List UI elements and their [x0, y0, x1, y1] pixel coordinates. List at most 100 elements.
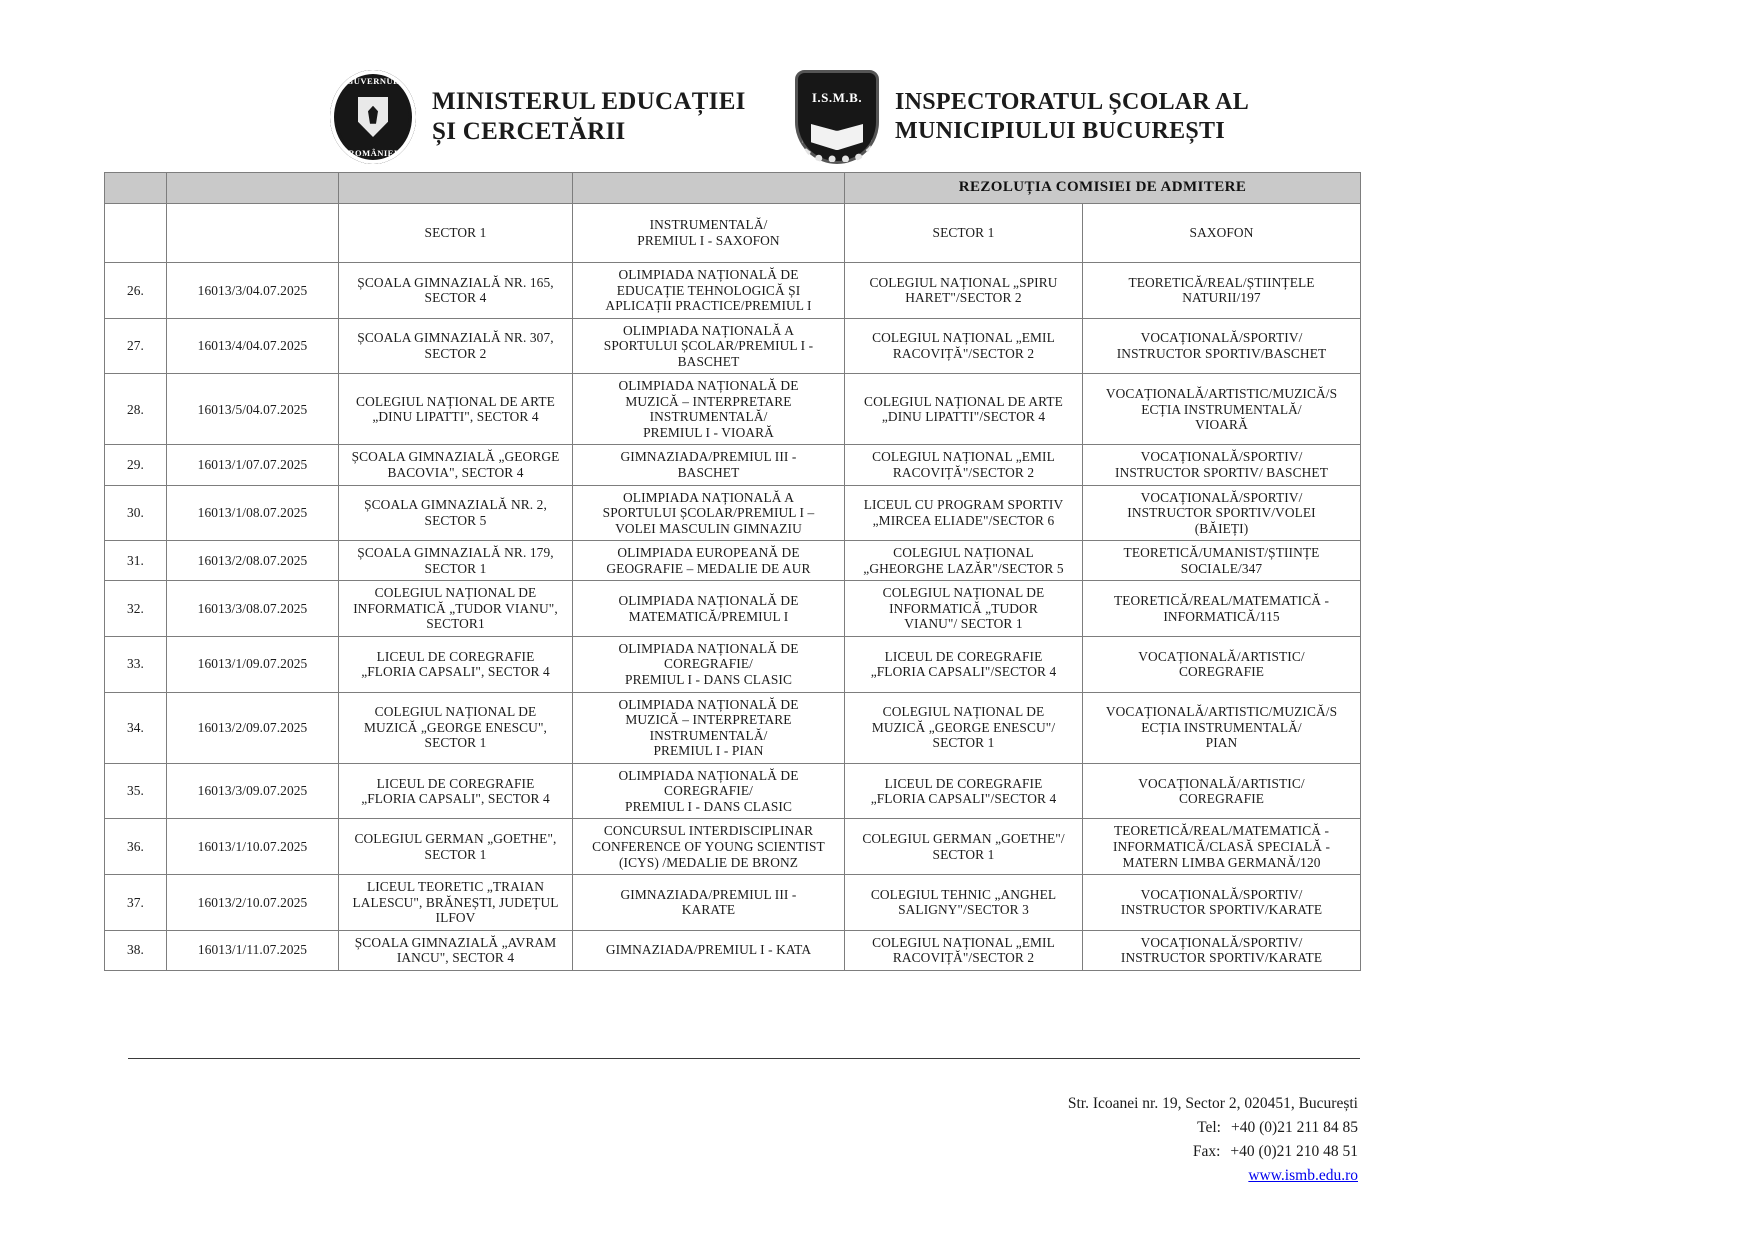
cell-olympiad: GIMNAZIADA/PREMIUL I - KATA	[572, 929, 845, 971]
cell-nr: 38.	[104, 929, 167, 971]
cell-admitted-school: COLEGIUL NAȚIONAL „EMIL RACOVIȚĂ"/SECTOR …	[844, 317, 1083, 375]
group-header-blank-3	[338, 172, 573, 204]
cell-admitted-school: COLEGIUL NAȚIONAL „EMIL RACOVIȚĂ"/SECTOR …	[844, 444, 1083, 486]
cell-olympiad: OLIMPIADA NAȚIONALĂ DE MUZICĂ – INTERPRET…	[572, 691, 845, 764]
cell-profile: VOCAȚIONALĂ/ARTISTIC/MUZICĂ/S ECȚIA INSTR…	[1081, 373, 1362, 446]
table-row: 33. 16013/1/09.07.2025 LICEUL DE COREGRAFI…	[104, 635, 1362, 693]
cell-profile: SAXOFON	[1081, 203, 1362, 263]
cell-admitted-school: COLEGIUL NAȚIONAL „SPIRU HARET"/SECTOR 2	[844, 262, 1083, 319]
cell-admitted-school: COLEGIUL NAȚIONAL DE MUZICĂ „GEORGE ENESC…	[844, 691, 1083, 764]
admission-results-table: REZOLUȚIA COMISIEI DE ADMITERE SECTOR 1 …	[104, 172, 1362, 971]
footer-website-link[interactable]: www.ismb.edu.ro	[1248, 1167, 1358, 1185]
footer-address: Str. Icoanei nr. 19, Sector 2, 020451, B…	[1067, 1095, 1358, 1112]
cell-registration-number: 16013/5/04.07.2025	[166, 373, 339, 446]
cell-profile: TEORETICĂ/UMANIST/ȘTIINȚE SOCIALE/347	[1081, 540, 1362, 582]
seal-ring-bottom-text: ROMÂNIEI	[348, 148, 398, 158]
footer-tel-value: +40 (0)21 211 84 85	[1231, 1119, 1358, 1137]
inspectorate-title-line2: MUNICIPIULUI BUCUREȘTI	[895, 118, 1225, 144]
cell-school: LICEUL DE COREGRAFIE „FLORIA CAPSALI", SE…	[338, 762, 573, 820]
cell-admitted-school: LICEUL CU PROGRAM SPORTIV „MIRCEA ELIADE"…	[844, 484, 1083, 542]
cell-olympiad: OLIMPIADA NAȚIONALĂ A SPORTULUI ȘCOLAR/PR…	[572, 484, 845, 542]
cell-olympiad: OLIMPIADA NAȚIONALĂ DE COREGRAFIE/PREMIUL…	[572, 635, 845, 693]
cell-school: ȘCOALA GIMNAZIALĂ NR. 179, SECTOR 1	[338, 540, 573, 582]
cell-admitted-school: SECTOR 1	[844, 203, 1083, 263]
cell-school: ȘCOALA GIMNAZIALĂ NR. 165, SECTOR 4	[338, 262, 573, 319]
cell-nr: 33.	[104, 635, 167, 693]
cell-registration-number: 16013/1/10.07.2025	[166, 818, 339, 876]
ministry-title-line2: ȘI CERCETĂRII	[432, 118, 626, 145]
cell-nr	[104, 203, 167, 263]
cell-registration-number: 16013/2/08.07.2025	[166, 540, 339, 582]
ismb-shield-seal-icon: I.S.M.B.	[795, 70, 879, 164]
cell-admitted-school: COLEGIUL NAȚIONAL DE ARTE „DINU LIPATTI"/…	[844, 373, 1083, 446]
cell-nr: 28.	[104, 373, 167, 446]
table-continuation-row: SECTOR 1 INSTRUMENTALĂ/PREMIUL I - SAXOF…	[104, 203, 1362, 263]
table-row: 27. 16013/4/04.07.2025 ȘCOALA GIMNAZIALĂ N…	[104, 317, 1362, 375]
footer-divider	[128, 1058, 1360, 1059]
cell-profile: VOCAȚIONALĂ/ARTISTIC/COREGRAFIE	[1081, 762, 1362, 820]
ismb-seal-text: I.S.M.B.	[811, 90, 863, 105]
cell-profile: TEORETICĂ/REAL/MATEMATICĂ - INFORMATICĂ/1…	[1081, 580, 1362, 637]
romanian-government-seal-icon: GUVERNUL ROMÂNIEI	[330, 70, 416, 164]
table-row: 36. 16013/1/10.07.2025 COLEGIUL GERMAN „GO…	[104, 818, 1362, 876]
cell-admitted-school: COLEGIUL NAȚIONAL „GHEORGHE LAZĂR"/SECTOR…	[844, 540, 1083, 582]
cell-profile: VOCAȚIONALĂ/SPORTIV/INSTRUCTOR SPORTIV/K…	[1081, 874, 1362, 931]
cell-school: LICEUL TEORETIC „TRAIAN LALESCU", BRĂNEȘT…	[338, 874, 573, 931]
cell-nr: 26.	[104, 262, 167, 319]
table-group-header-row: REZOLUȚIA COMISIEI DE ADMITERE	[104, 172, 1362, 204]
cell-olympiad: OLIMPIADA NAȚIONALĂ A SPORTULUI ȘCOLAR/PR…	[572, 317, 845, 375]
document-header: GUVERNUL ROMÂNIEI MINISTERUL EDUCAȚIEI Ș…	[0, 58, 1754, 168]
table-row: 35. 16013/3/09.07.2025 LICEUL DE COREGRAFI…	[104, 762, 1362, 820]
cell-registration-number: 16013/3/09.07.2025	[166, 762, 339, 820]
table-row: 31. 16013/2/08.07.2025 ȘCOALA GIMNAZIALĂ N…	[104, 540, 1362, 582]
cell-registration-number: 16013/2/09.07.2025	[166, 691, 339, 764]
table-row: 30. 16013/1/08.07.2025 ȘCOALA GIMNAZIALĂ N…	[104, 484, 1362, 542]
cell-profile: VOCAȚIONALĂ/SPORTIV/INSTRUCTOR SPORTIV/V…	[1081, 484, 1362, 542]
cell-nr: 34.	[104, 691, 167, 764]
cell-school: ȘCOALA GIMNAZIALĂ NR. 2, SECTOR 5	[338, 484, 573, 542]
cell-profile: TEORETICĂ/REAL/ȘTIINȚELE NATURII/197	[1081, 262, 1362, 319]
cell-registration-number: 16013/1/08.07.2025	[166, 484, 339, 542]
ministry-title: MINISTERUL EDUCAȚIEI ȘI CERCETĂRII	[432, 87, 746, 148]
cell-olympiad: OLIMPIADA EUROPEANĂ DE GEOGRAFIE – MEDALI…	[572, 540, 845, 582]
cell-olympiad: INSTRUMENTALĂ/PREMIUL I - SAXOFON	[572, 203, 845, 263]
cell-registration-number: 16013/3/04.07.2025	[166, 262, 339, 319]
cell-registration-number: 16013/1/09.07.2025	[166, 635, 339, 693]
table-row: 26. 16013/3/04.07.2025 ȘCOALA GIMNAZIALĂ N…	[104, 262, 1362, 319]
cell-profile: VOCAȚIONALĂ/SPORTIV/INSTRUCTOR SPORTIV/ …	[1081, 444, 1362, 486]
footer-fax-value: +40 (0)21 210 48 51	[1230, 1143, 1358, 1161]
cell-olympiad: GIMNAZIADA/PREMIUL III - KARATE	[572, 874, 845, 931]
cell-registration-number: 16013/1/11.07.2025	[166, 929, 339, 971]
cell-school: ȘCOALA GIMNAZIALĂ NR. 307, SECTOR 2	[338, 317, 573, 375]
cell-olympiad: GIMNAZIADA/PREMIUL III - BASCHET	[572, 444, 845, 486]
cell-school: COLEGIUL NAȚIONAL DE MUZICĂ „GEORGE ENESC…	[338, 691, 573, 764]
cell-registration-number: 16013/4/04.07.2025	[166, 317, 339, 375]
cell-profile: VOCAȚIONALĂ/SPORTIV/INSTRUCTOR SPORTIV/K…	[1081, 929, 1362, 971]
cell-school: COLEGIUL NAȚIONAL DE INFORMATICĂ „TUDOR V…	[338, 580, 573, 637]
group-header-blank-1	[104, 172, 167, 204]
cell-registration-number: 16013/1/07.07.2025	[166, 444, 339, 486]
cell-school: LICEUL DE COREGRAFIE „FLORIA CAPSALI", SE…	[338, 635, 573, 693]
cell-nr: 30.	[104, 484, 167, 542]
cell-school: COLEGIUL GERMAN „GOETHE", SECTOR 1	[338, 818, 573, 876]
cell-olympiad: OLIMPIADA NAȚIONALĂ DE COREGRAFIE/PREMIUL…	[572, 762, 845, 820]
table-row: 29. 16013/1/07.07.2025 ȘCOALA GIMNAZIALĂ „…	[104, 444, 1362, 486]
cell-olympiad: CONCURSUL INTERDISCIPLINAR CONFERENCE OF …	[572, 818, 845, 876]
group-header-blank-4	[572, 172, 845, 204]
cell-admitted-school: COLEGIUL GERMAN „GOETHE"/SECTOR 1	[844, 818, 1083, 876]
cell-school: COLEGIUL NAȚIONAL DE ARTE „DINU LIPATTI",…	[338, 373, 573, 446]
cell-admitted-school: LICEUL DE COREGRAFIE „FLORIA CAPSALI"/SEC…	[844, 635, 1083, 693]
table-row: 37. 16013/2/10.07.2025 LICEUL TEORETIC „TR…	[104, 874, 1362, 931]
cell-admitted-school: COLEGIUL NAȚIONAL DE INFORMATICĂ „TUDOR VI…	[844, 580, 1083, 637]
cell-school: ȘCOALA GIMNAZIALĂ „AVRAM IANCU", SECTOR 4	[338, 929, 573, 971]
cell-school: SECTOR 1	[338, 203, 573, 263]
cell-profile: VOCAȚIONALĂ/ARTISTIC/MUZICĂ/S ECȚIA INSTR…	[1081, 691, 1362, 764]
footer-fax-label: Fax:	[1192, 1143, 1221, 1161]
cell-admitted-school: COLEGIUL TEHNIC „ANGHEL SALIGNY"/SECTOR 3	[844, 874, 1083, 931]
inspectorate-branding: I.S.M.B. INSPECTORATUL ȘCOLAR AL MUNICIP…	[795, 70, 1249, 164]
cell-olympiad: OLIMPIADA NAȚIONALĂ DE MATEMATICĂ/PREMIUL…	[572, 580, 845, 637]
footer-contact-block: Str. Icoanei nr. 19, Sector 2, 020451, B…	[1068, 1092, 1358, 1188]
table-row: 32. 16013/3/08.07.2025 COLEGIUL NAȚIONAL D…	[104, 580, 1362, 637]
seal-ring-top-text: GUVERNUL	[346, 76, 400, 86]
cell-nr: 31.	[104, 540, 167, 582]
